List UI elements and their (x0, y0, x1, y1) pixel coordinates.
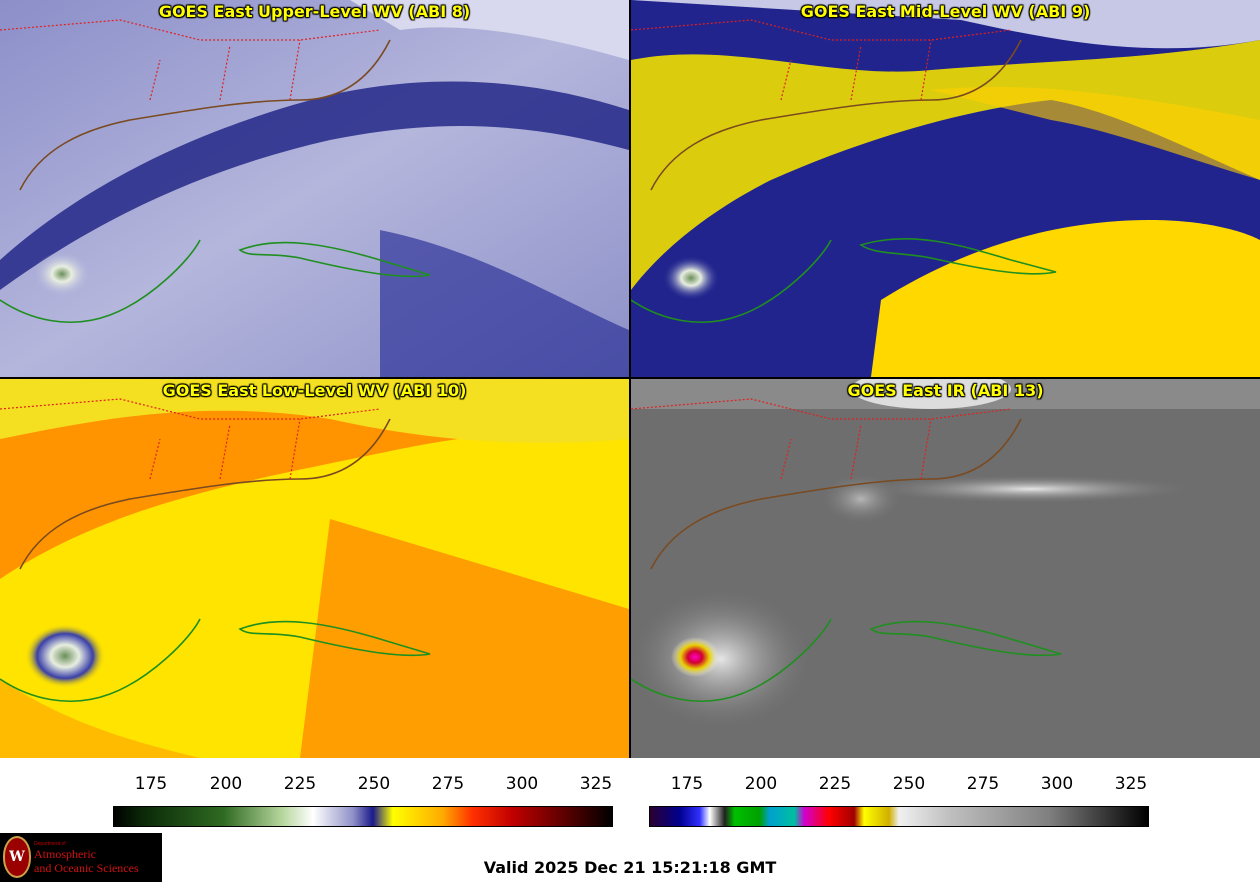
ir-tick-label: 250 (892, 774, 926, 794)
wv-tick-label: 200 (209, 774, 243, 794)
panel-title: GOES East Mid-Level WV (ABI 9) (800, 2, 1091, 21)
infrared-panel: GOES East IR (ABI 13) (631, 379, 1260, 758)
low-level-wv-image (0, 379, 629, 758)
aos-logo: W Department of Atmospheric and Oceanic … (0, 833, 162, 882)
ir-tick-label: 225 (818, 774, 852, 794)
panel-divider-horizontal (0, 377, 1260, 379)
wv-colorbar-ticks: 175 200 225 250 275 300 325 (113, 774, 613, 806)
panel-title: GOES East Upper-Level WV (ABI 8) (158, 2, 471, 21)
mid-level-wv-panel: GOES East Mid-Level WV (ABI 9) (631, 0, 1260, 377)
valid-time: Valid 2025 Dec 21 15:21:18 GMT (483, 858, 777, 877)
panel-divider-vertical (629, 0, 631, 758)
wv-tick-label: 175 (134, 774, 168, 794)
wv-tick-label: 325 (579, 774, 613, 794)
upper-level-wv-image (0, 0, 629, 377)
ir-tick-label: 200 (744, 774, 778, 794)
uw-seal-icon: W (3, 836, 31, 878)
ir-tick-label: 325 (1114, 774, 1148, 794)
wv-colorbar (113, 806, 613, 827)
wv-tick-label: 275 (431, 774, 465, 794)
ir-colorbar (649, 806, 1149, 827)
wv-tick-label: 250 (357, 774, 391, 794)
ir-colorbar-ticks: 175 200 225 250 275 300 325 (649, 774, 1147, 806)
wv-tick-label: 225 (283, 774, 317, 794)
ir-tick-label: 175 (670, 774, 704, 794)
low-level-wv-panel: GOES East Low-Level WV (ABI 10) (0, 379, 629, 758)
infrared-image (631, 379, 1260, 758)
panel-title: GOES East IR (ABI 13) (847, 381, 1044, 400)
logo-line-1: Atmospheric (34, 847, 96, 861)
mid-level-wv-image (631, 0, 1260, 377)
ir-tick-label: 300 (1040, 774, 1074, 794)
panel-title: GOES East Low-Level WV (ABI 10) (162, 381, 467, 400)
logo-line-2: and Oceanic Sciences (34, 861, 139, 875)
ir-tick-label: 275 (966, 774, 1000, 794)
logo-department: Department of (34, 841, 66, 847)
wv-tick-label: 300 (505, 774, 539, 794)
upper-level-wv-panel: GOES East Upper-Level WV (ABI 8) (0, 0, 629, 377)
